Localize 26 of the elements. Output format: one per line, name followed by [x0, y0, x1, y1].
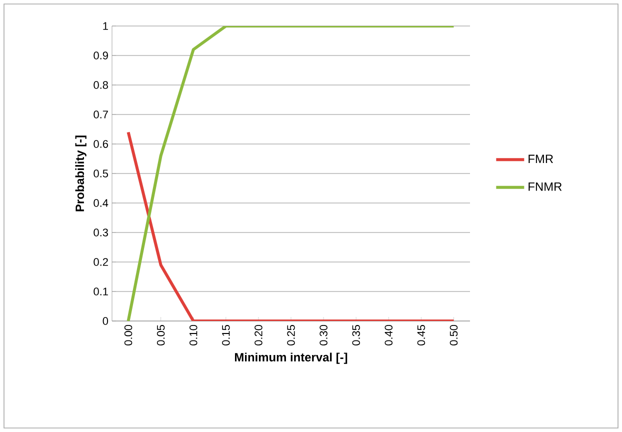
x-tick-label: 0.35 — [352, 324, 360, 346]
y-axis-title: Probability [-] — [75, 136, 86, 212]
x-tick-label: 0.10 — [189, 324, 198, 346]
x-tick-label: 0.15 — [222, 324, 230, 346]
x-tick-label: 0.50 — [450, 324, 458, 346]
y-tick-label: 0.8 — [94, 81, 108, 89]
x-tick-label: 0.40 — [384, 324, 393, 346]
y-tick-label: 0.9 — [94, 52, 108, 60]
y-tick-label: 1 — [103, 22, 108, 30]
x-tick-label: 0.45 — [417, 324, 426, 346]
x-tick-label: 0.05 — [156, 324, 165, 346]
y-tick-label: 0 — [102, 317, 108, 325]
y-tick-label: 0.4 — [94, 199, 108, 207]
y-tick-label: 0.6 — [94, 140, 108, 148]
x-axis-title: Minimum interval [-] — [235, 352, 348, 364]
y-tick-label: 0.3 — [94, 228, 108, 236]
x-tick-label: 0.20 — [254, 324, 262, 346]
legend-label: FNMR — [528, 182, 562, 191]
x-tick-label: 0.25 — [287, 324, 295, 346]
legend-label: FMR — [528, 154, 554, 164]
x-tick-label: 0.00 — [124, 324, 132, 346]
y-tick-label: 0.5 — [94, 170, 108, 178]
y-tick-label: 0.7 — [94, 110, 108, 118]
x-tick-label: 0.30 — [320, 324, 328, 346]
y-tick-label: 0.2 — [94, 258, 108, 266]
y-tick-label: 0.1 — [94, 288, 108, 296]
